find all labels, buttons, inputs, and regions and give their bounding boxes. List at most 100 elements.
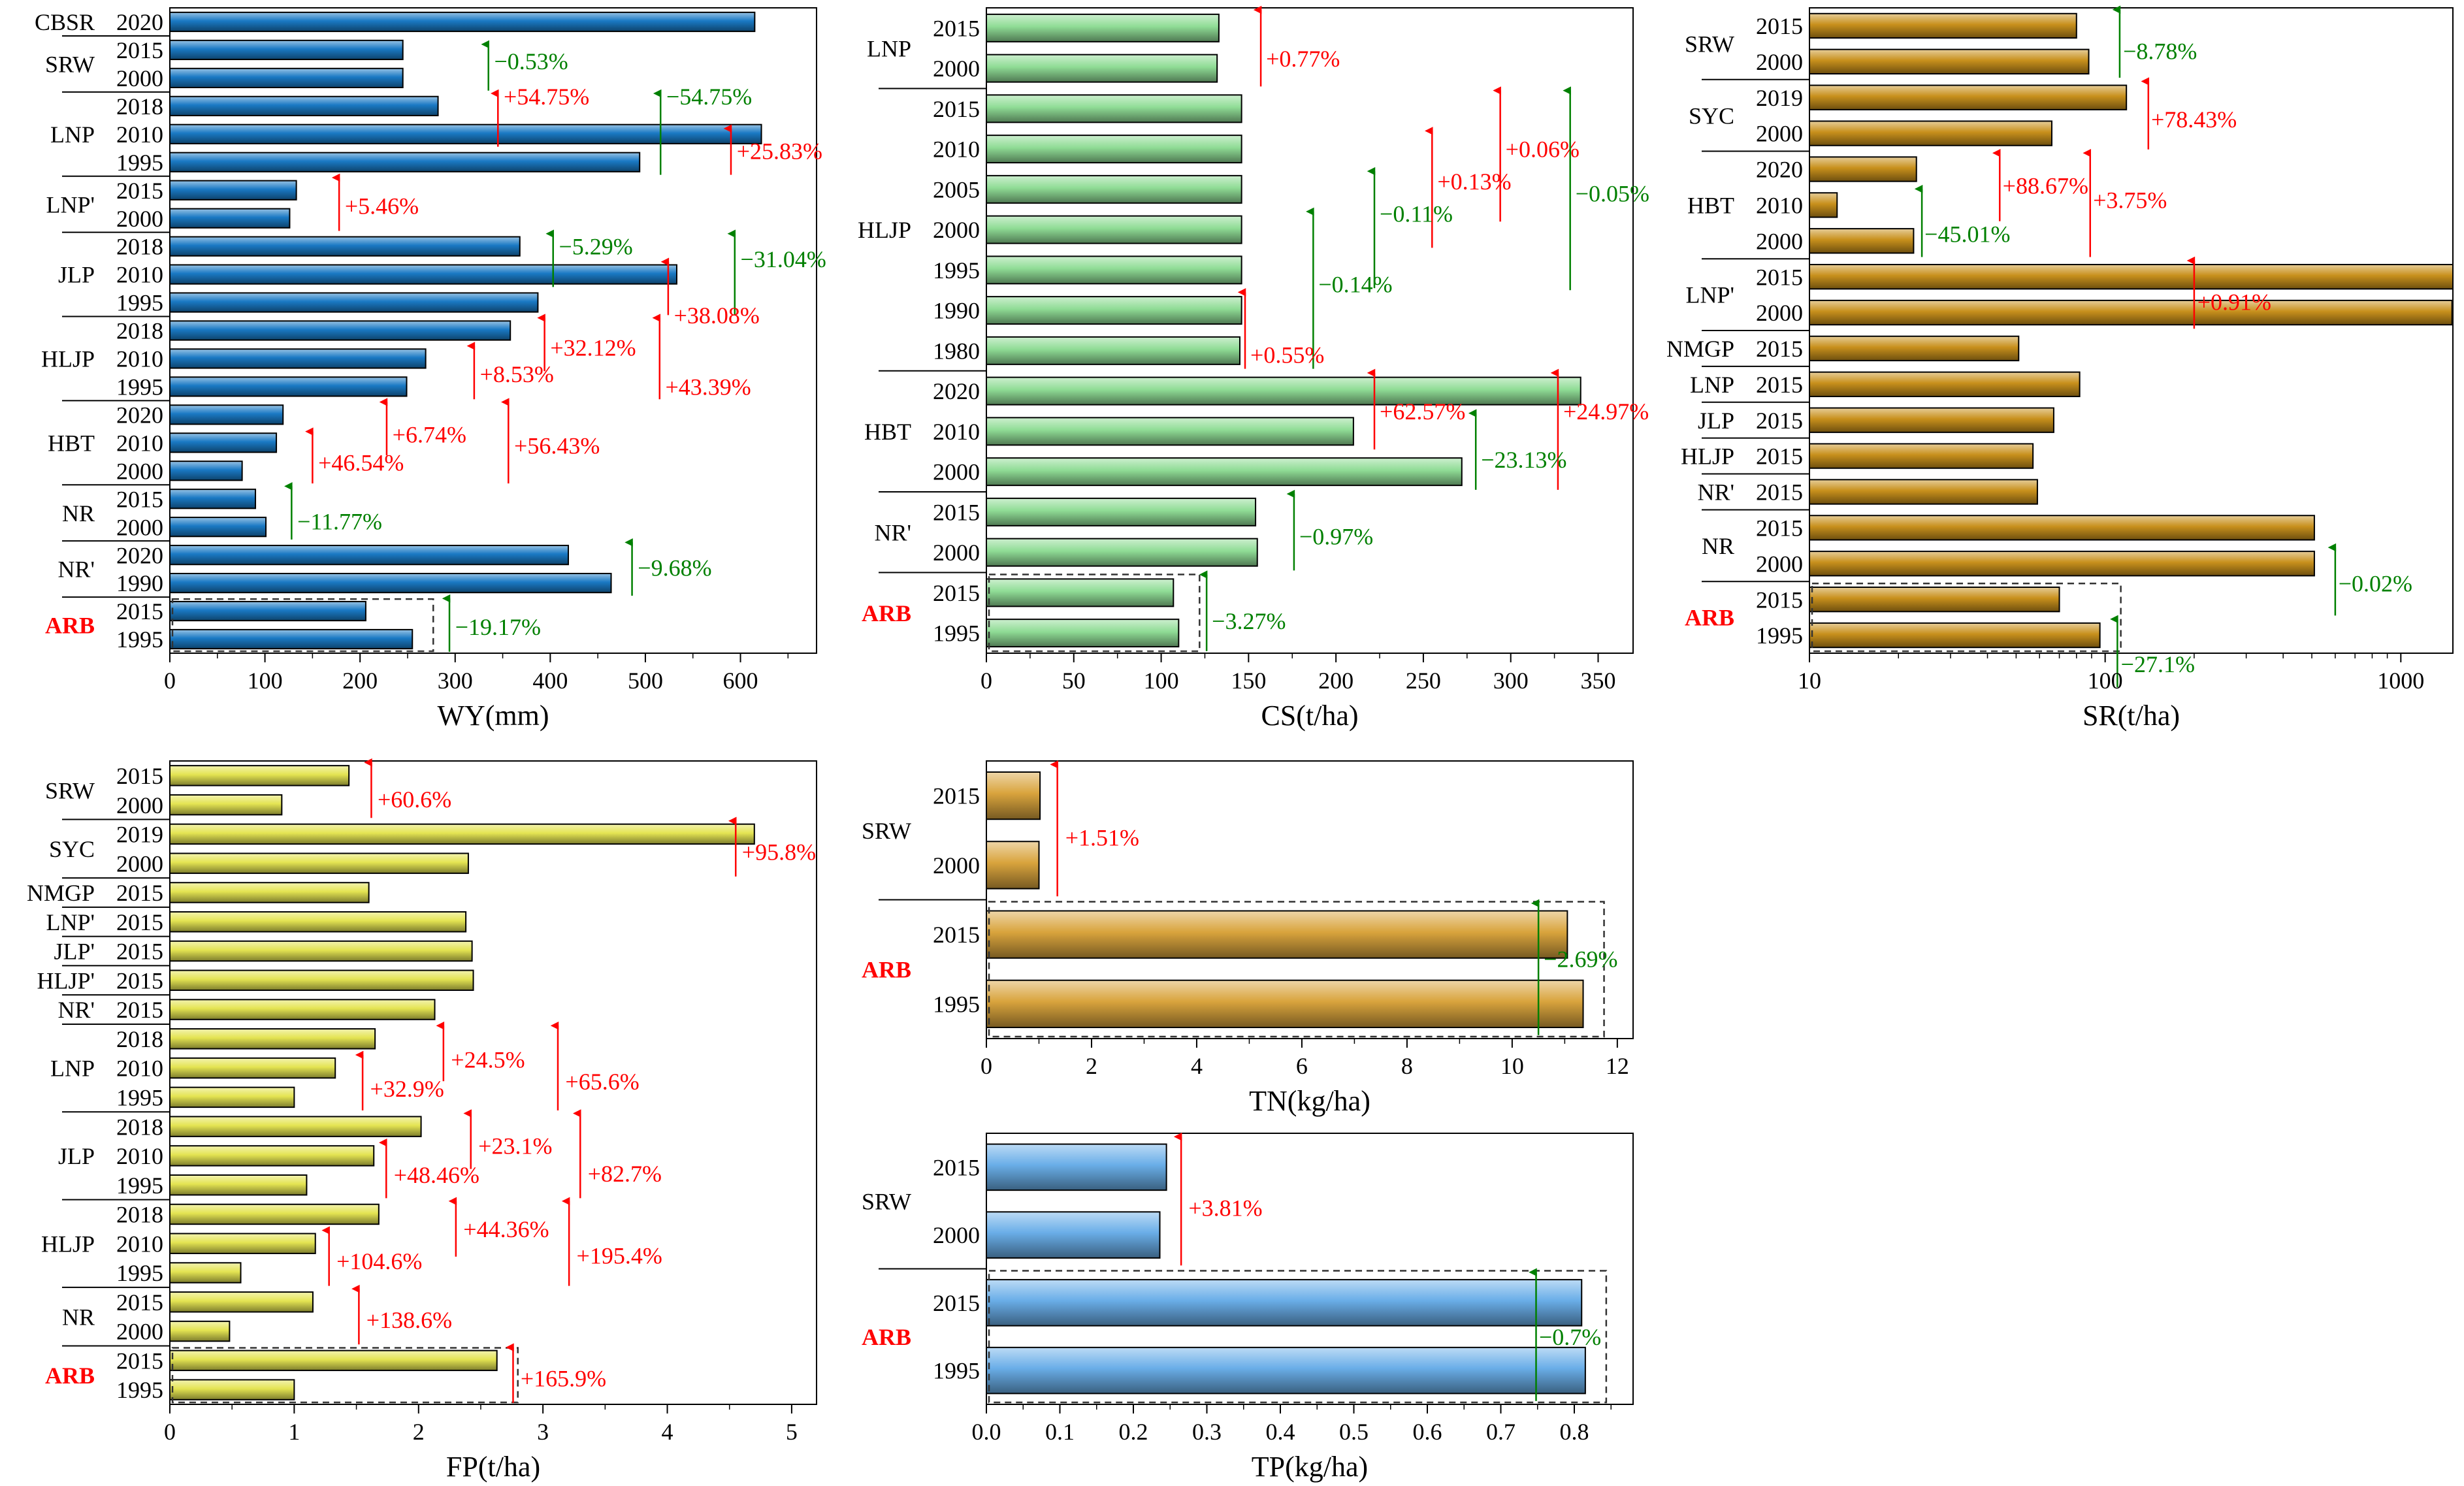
sr-year-label: 2015	[1756, 372, 1803, 398]
sr-bar-HLJP-2015	[1809, 443, 2034, 469]
fp-change-label: +165.9%	[521, 1365, 606, 1391]
tn-x-tick-label: 4	[1191, 1053, 1203, 1079]
tp-group-label: ARB	[862, 1324, 911, 1350]
wy-bar-SRW-2000	[169, 67, 404, 88]
sr-bar-ARB-1995	[1809, 622, 2101, 649]
tp-bar-SRW-2015	[986, 1143, 1167, 1191]
fp-x-tick-label: 3	[537, 1419, 549, 1445]
sr-change-label: −8.78%	[2123, 38, 2197, 64]
wy-year-label: 2010	[116, 121, 163, 148]
cs-change-label: −0.11%	[1380, 201, 1453, 227]
fp-change-label: +195.4%	[577, 1242, 662, 1268]
wy-year-label: 2018	[116, 234, 163, 260]
tn-year-label: 2000	[933, 852, 980, 879]
cs-bar-ARB-2015	[986, 578, 1175, 607]
cs-change-label: +0.13%	[1437, 169, 1511, 195]
wy-group-label: NR	[62, 500, 95, 526]
cs-year-label: 1990	[933, 298, 980, 324]
sr-x-axis-label: SR(t/ha)	[2083, 700, 2180, 732]
sr-bar-SRW-2000	[1809, 48, 2090, 74]
tn-x-tick-label: 12	[1606, 1053, 1629, 1079]
tn-x-tick-label: 8	[1401, 1053, 1413, 1079]
wy-bar-NR'-1990	[169, 573, 612, 594]
wy-change-label: +6.74%	[393, 422, 466, 448]
fp-change-label: +60.6%	[378, 786, 451, 813]
tp-year-label: 1995	[933, 1358, 980, 1384]
sr-chart: 2015 2000 SRW 2019 2000 SYC 2020 2010 2000 HBT 201…	[1666, 5, 2454, 732]
fp-group-label: SRW	[45, 777, 95, 803]
sr-bar-HBT-2000	[1809, 228, 1915, 254]
wy-year-label: 2000	[116, 206, 163, 232]
wy-x-tick-label: 300	[438, 668, 473, 694]
tp-x-tick-label: 0.3	[1192, 1419, 1222, 1445]
tn-year-label: 1995	[933, 991, 980, 1017]
wy-bar-HBT-2000	[169, 460, 243, 481]
wy-x-tick-label: 200	[342, 668, 378, 694]
sr-year-label: 2015	[1756, 264, 1803, 290]
wy-bar-CBSR-2020	[169, 11, 756, 33]
fp-group-label: SYC	[49, 836, 95, 862]
fp-group-label: ARB	[45, 1363, 95, 1389]
sr-group-label: ARB	[1685, 605, 1734, 631]
sr-change-label: +0.91%	[2197, 289, 2271, 315]
tn-change-label: +1.51%	[1065, 824, 1139, 850]
wy-group-label: ARB	[45, 613, 95, 639]
fp-year-label: 2000	[116, 850, 163, 877]
wy-year-label: 2020	[116, 402, 163, 428]
fp-group-label: JLP'	[54, 939, 95, 965]
fp-year-label: 2019	[116, 822, 163, 848]
cs-bar-HLJP-2005	[986, 174, 1242, 204]
sr-year-label: 2000	[1756, 228, 1803, 254]
fp-group-label: LNP'	[46, 909, 95, 935]
fp-year-label: 2010	[116, 1231, 163, 1257]
wy-bar-NR-2015	[169, 489, 257, 509]
sr-bar-SRW-2015	[1809, 12, 2077, 39]
fp-plot-frame	[169, 760, 817, 1405]
fp-year-label: 2015	[116, 880, 163, 906]
cs-change-label: +0.06%	[1506, 137, 1580, 163]
fp-year-label: 2015	[116, 1289, 163, 1316]
cs-year-label: 2000	[933, 459, 980, 485]
cs-plot-frame	[986, 7, 1634, 654]
wy-year-label: 2020	[116, 9, 163, 35]
fp-bar-JLP-2010	[169, 1145, 375, 1167]
cs-bar-HBT-2010	[986, 417, 1354, 446]
sr-year-label: 1995	[1756, 622, 1803, 649]
tn-group-label: SRW	[862, 818, 911, 844]
wy-change-label: −31.04%	[741, 246, 826, 272]
sr-change-label: −27.1%	[2121, 651, 2195, 677]
fp-year-label: 1995	[116, 1377, 163, 1403]
wy-group-label: CBSR	[35, 9, 95, 35]
wy-change-label: −9.68%	[638, 555, 711, 581]
fp-year-label: 2018	[116, 1114, 163, 1140]
fp-bar-JLP-1995	[169, 1174, 308, 1196]
cs-group-label: HLJP	[858, 217, 911, 243]
sr-year-label: 2000	[1756, 121, 1803, 147]
tp-bar-ARB-2015	[986, 1279, 1583, 1327]
wy-change-label: −54.75%	[666, 84, 752, 110]
sr-bar-NR'-2015	[1809, 479, 2038, 505]
wy-x-tick-label: 400	[532, 668, 568, 694]
tn-bar-SRW-2015	[986, 771, 1041, 820]
wy-group-label: NR'	[58, 557, 95, 583]
fp-bar-SYC-2000	[169, 852, 469, 874]
fp-year-label: 1995	[116, 1172, 163, 1199]
cs-year-label: 1995	[933, 257, 980, 283]
sr-bar-ARB-2015	[1809, 587, 2060, 613]
tn-bar-ARB-1995	[986, 979, 1584, 1028]
cs-x-tick-label: 150	[1231, 668, 1266, 694]
sr-bar-HBT-2020	[1809, 156, 1917, 182]
cs-year-label: 2000	[933, 217, 980, 243]
fp-change-label: +65.6%	[565, 1069, 639, 1095]
fp-x-tick-label: 0	[164, 1419, 176, 1445]
wy-change-label: −0.53%	[494, 48, 568, 74]
cs-bar-HBT-2000	[986, 457, 1463, 487]
wy-bar-JLP-1995	[169, 292, 539, 313]
cs-year-label: 1995	[933, 621, 980, 647]
wy-year-label: 2015	[116, 486, 163, 512]
fp-change-label: +32.9%	[370, 1076, 444, 1102]
fp-bar-HLJP-2010	[169, 1233, 316, 1254]
wy-x-axis-label: WY(mm)	[437, 700, 549, 732]
sr-bar-JLP-2015	[1809, 407, 2054, 433]
sr-change-label: +78.43%	[2151, 106, 2237, 133]
